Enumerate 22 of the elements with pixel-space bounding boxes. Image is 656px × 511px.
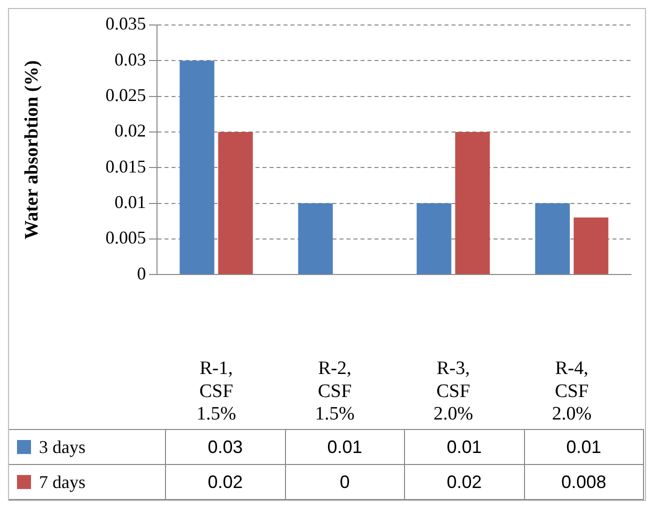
data-label: 0.03 bbox=[166, 430, 285, 464]
y-tick-label: 0.03 bbox=[114, 49, 146, 70]
x-tick-label: R-1, CSF 1.5% bbox=[196, 358, 236, 425]
y-tick-label: 0.02 bbox=[114, 120, 146, 141]
data-label: 0.01 bbox=[285, 430, 404, 464]
legend-label: 3 days bbox=[39, 436, 86, 457]
x-tick-label: R-4, CSF 2.0% bbox=[552, 358, 592, 425]
y-tick-label: 0.01 bbox=[114, 192, 146, 212]
y-tick-label: 0.025 bbox=[106, 85, 146, 106]
x-tick-label: R-3, CSF 2.0% bbox=[433, 358, 474, 425]
x-tick-label: R-2, CSF 1.5% bbox=[314, 358, 355, 425]
y-tick-label: 0 bbox=[137, 263, 146, 284]
y-tick-label: 0.035 bbox=[106, 14, 146, 34]
data-label: 0.01 bbox=[404, 430, 524, 464]
data-label: 0 bbox=[285, 464, 404, 500]
data-label: 0.008 bbox=[524, 464, 644, 500]
y-axis-title: Water absorbtion (%) bbox=[21, 60, 42, 240]
y-tick-label: 0.015 bbox=[106, 156, 146, 176]
data-label: 0.02 bbox=[404, 464, 524, 500]
y-tick-label: 0.005 bbox=[106, 228, 146, 248]
data-label: 0.01 bbox=[524, 430, 644, 464]
data-label: 0.02 bbox=[166, 464, 285, 500]
